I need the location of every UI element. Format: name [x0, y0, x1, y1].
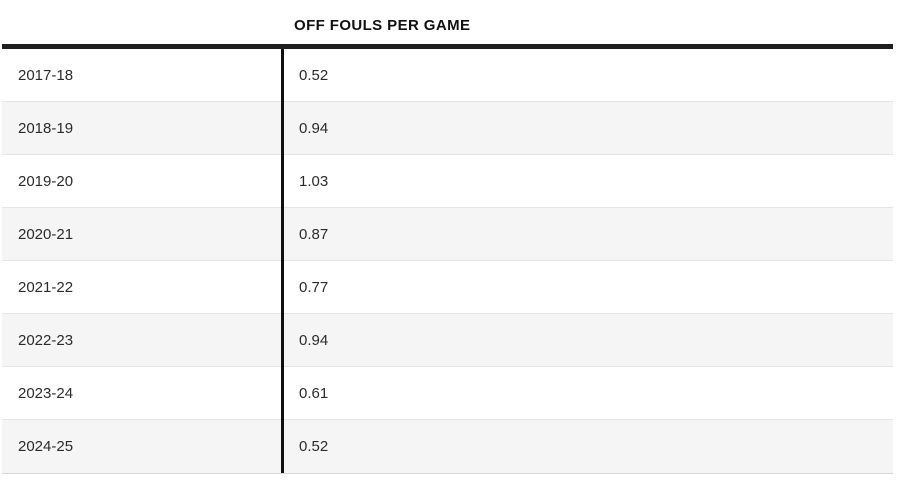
value-cell: 0.87: [299, 225, 329, 243]
value-cell: 0.52: [299, 438, 329, 455]
value-cell: 0.94: [299, 119, 329, 137]
value-cell: 0.77: [299, 278, 329, 296]
column-divider: [281, 49, 284, 473]
table-row: 2024-25 0.52: [2, 420, 893, 473]
season-cell: 2022-23: [18, 331, 74, 349]
table-row: 2020-21 0.87: [2, 208, 893, 261]
season-cell: 2023-24: [18, 384, 74, 402]
season-cell: 2021-22: [18, 278, 74, 296]
value-cell: 0.61: [299, 384, 329, 402]
table-row: 2017-18 0.52: [2, 49, 893, 102]
season-cell: 2017-18: [18, 66, 74, 84]
season-cell: 2020-21: [18, 225, 74, 243]
table-row: 2023-24 0.61: [2, 367, 893, 420]
value-cell: 0.52: [299, 66, 329, 84]
season-cell: 2019-20: [18, 172, 74, 190]
table-row: 2018-19 0.94: [2, 102, 893, 155]
table-row: 2019-20 1.03: [2, 155, 893, 208]
column-header-off-fouls-per-game: OFF FOULS PER GAME: [294, 17, 471, 34]
stats-table: 2017-18 0.52 2018-19 0.94 2019-20 1.03 2…: [2, 44, 893, 474]
season-cell: 2018-19: [18, 119, 74, 137]
table-row: 2021-22 0.77: [2, 261, 893, 314]
season-cell: 2024-25: [18, 438, 74, 455]
table-row: 2022-23 0.94: [2, 314, 893, 367]
value-cell: 1.03: [299, 172, 329, 190]
value-cell: 0.94: [299, 331, 329, 349]
